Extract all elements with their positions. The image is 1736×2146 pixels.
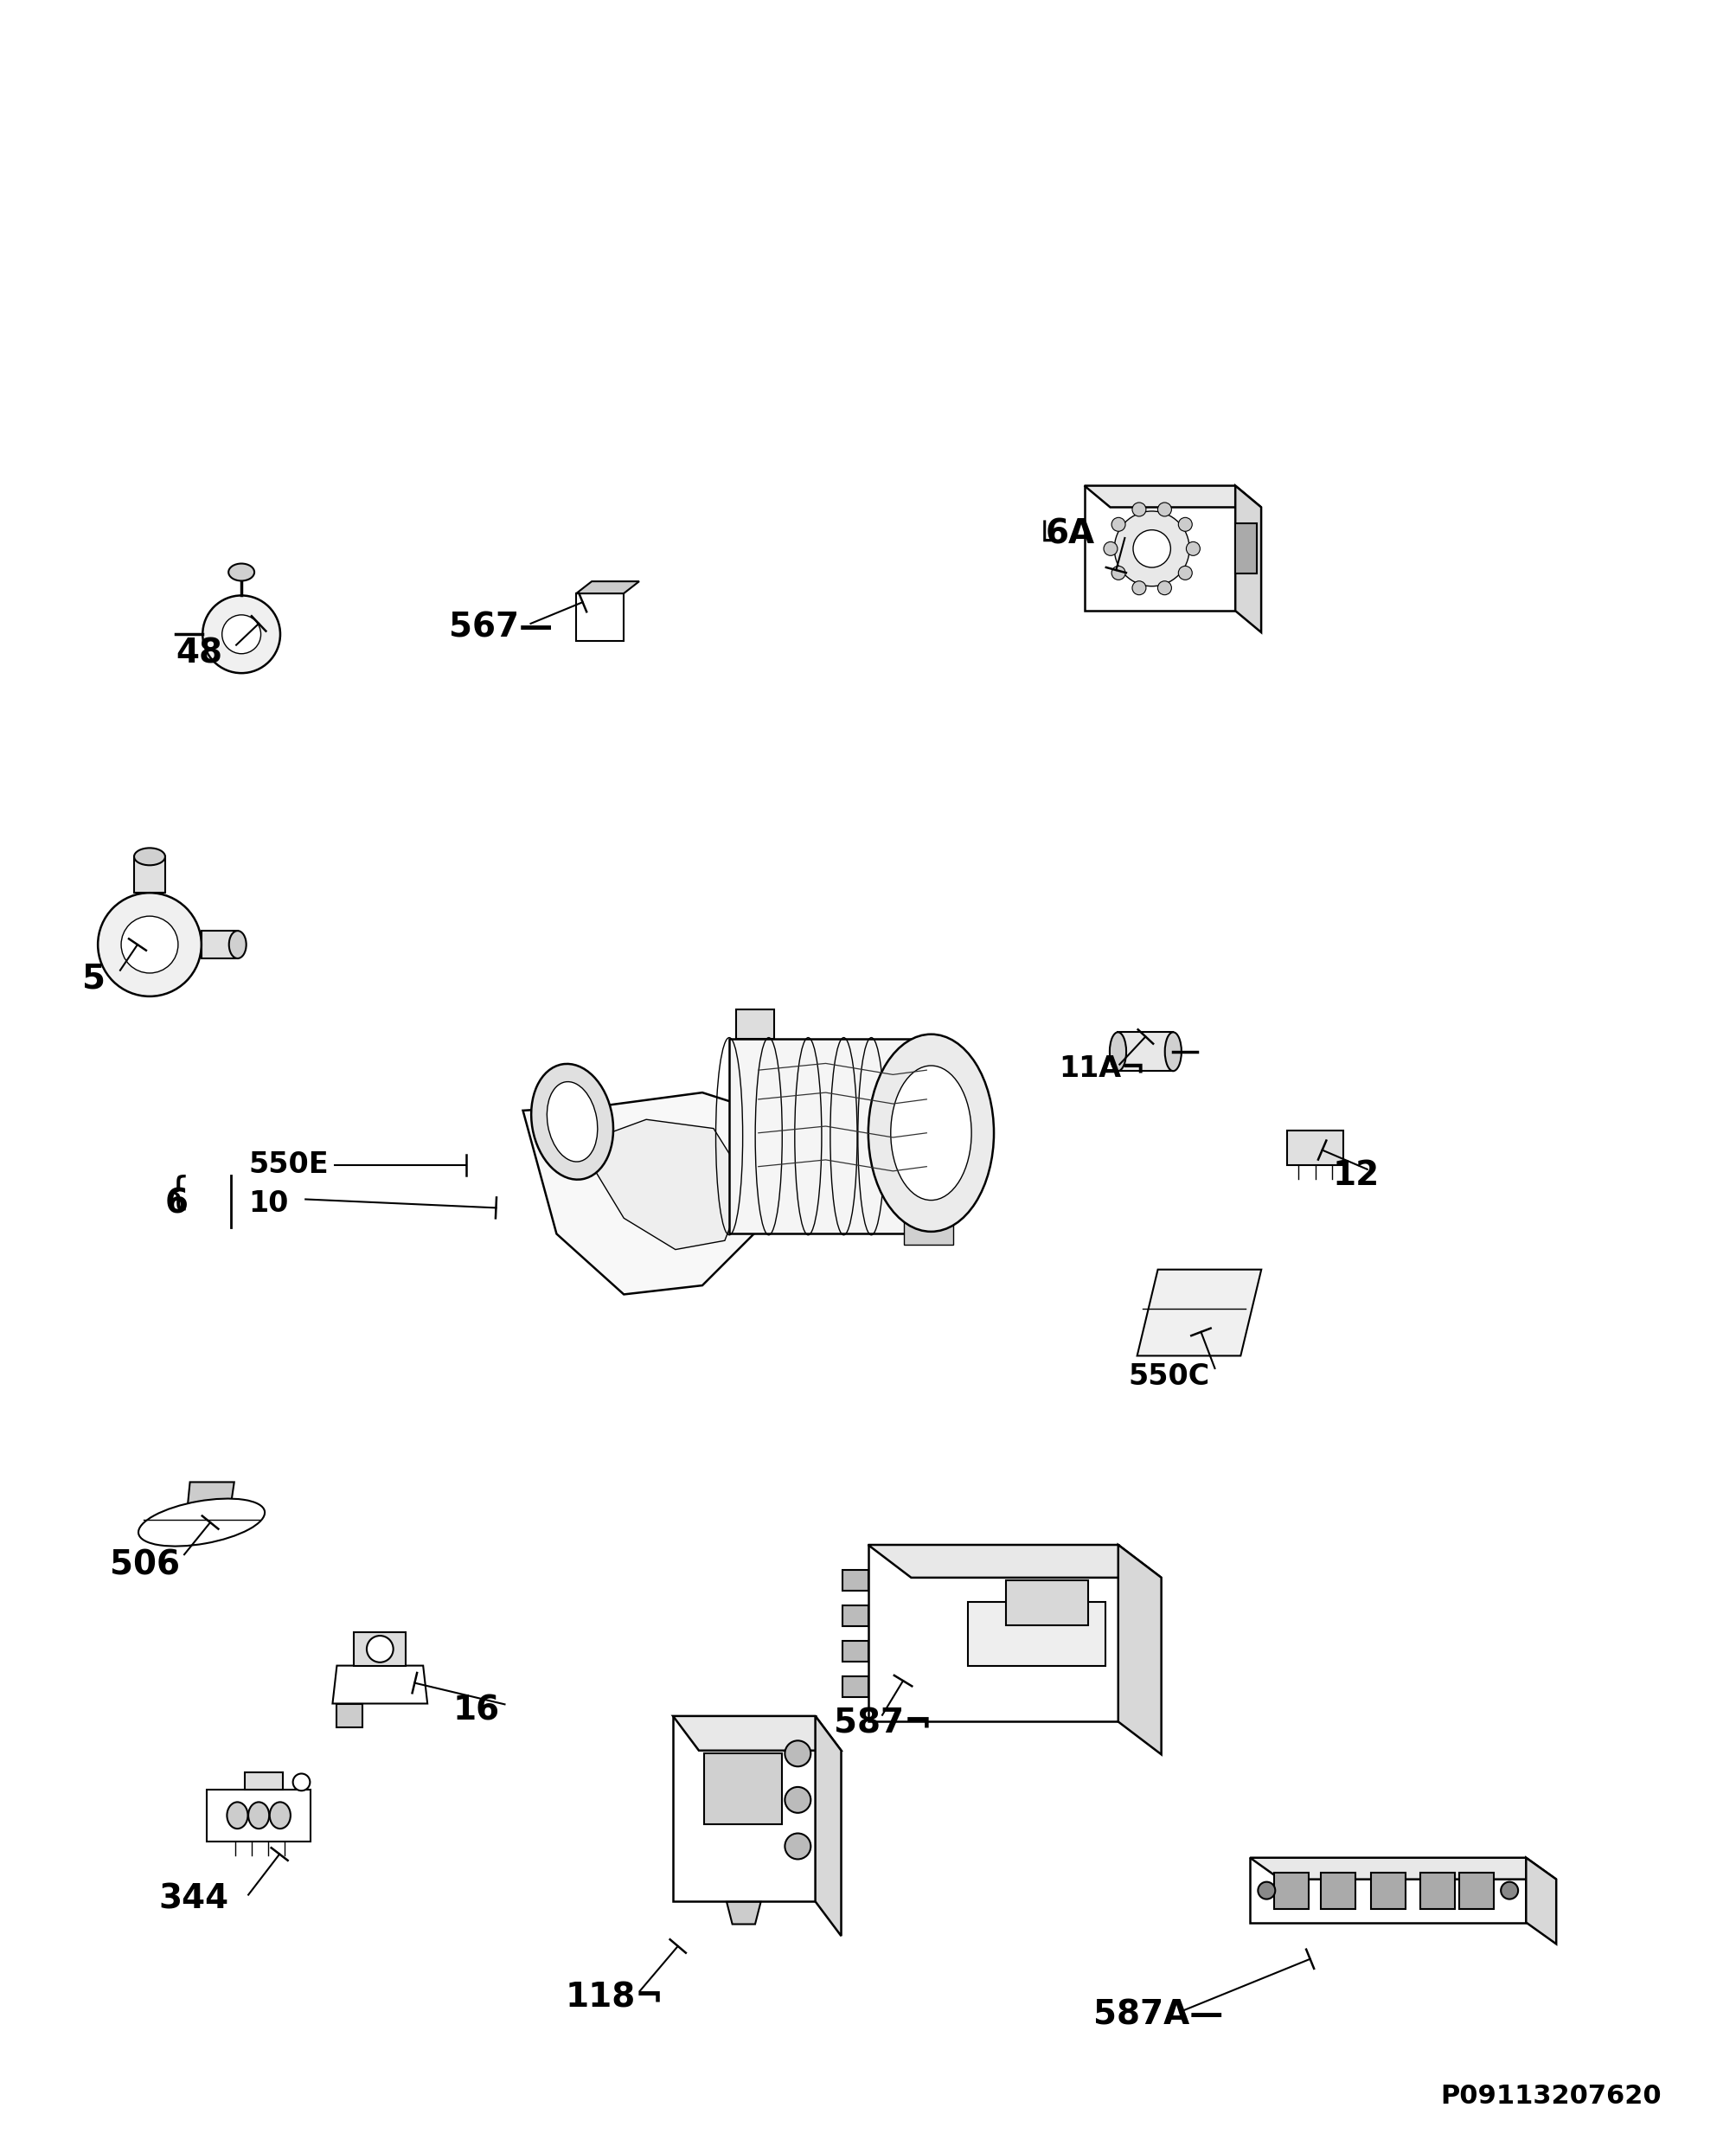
Polygon shape <box>134 856 165 893</box>
Polygon shape <box>1274 1873 1307 1908</box>
Polygon shape <box>904 1219 953 1245</box>
Ellipse shape <box>868 1034 993 1232</box>
Ellipse shape <box>227 1803 248 1828</box>
Polygon shape <box>842 1642 868 1661</box>
Circle shape <box>1132 582 1146 594</box>
Ellipse shape <box>547 1082 597 1161</box>
Polygon shape <box>578 1120 746 1249</box>
Polygon shape <box>1005 1582 1088 1625</box>
Circle shape <box>1115 511 1189 586</box>
Text: 11A¬: 11A¬ <box>1059 1054 1146 1084</box>
Ellipse shape <box>229 564 253 582</box>
Polygon shape <box>729 1039 925 1234</box>
Polygon shape <box>868 1545 1118 1721</box>
Polygon shape <box>201 931 238 959</box>
Polygon shape <box>1234 524 1255 573</box>
Ellipse shape <box>229 931 247 959</box>
Ellipse shape <box>1165 1032 1180 1071</box>
Polygon shape <box>332 1665 427 1704</box>
Polygon shape <box>1118 1545 1161 1755</box>
Circle shape <box>366 1635 392 1663</box>
Circle shape <box>203 594 279 674</box>
Polygon shape <box>207 1790 311 1841</box>
Polygon shape <box>1083 485 1234 612</box>
Text: 12: 12 <box>1332 1159 1378 1193</box>
Polygon shape <box>1526 1858 1555 1944</box>
Polygon shape <box>672 1717 840 1751</box>
Circle shape <box>1132 530 1170 567</box>
Text: 118¬: 118¬ <box>564 1981 663 2013</box>
Polygon shape <box>814 1717 840 1936</box>
Polygon shape <box>736 1009 774 1039</box>
Text: 567—: 567— <box>450 612 552 644</box>
Text: {: { <box>165 1174 189 1212</box>
Circle shape <box>1257 1882 1274 1899</box>
Polygon shape <box>1118 1032 1172 1071</box>
Polygon shape <box>523 1092 769 1294</box>
Polygon shape <box>1137 1270 1260 1356</box>
Text: 5: 5 <box>82 961 106 996</box>
Polygon shape <box>1321 1873 1354 1908</box>
Ellipse shape <box>248 1803 269 1828</box>
Polygon shape <box>337 1704 363 1728</box>
Text: 6A: 6A <box>1045 517 1094 549</box>
Circle shape <box>785 1740 811 1766</box>
Polygon shape <box>672 1717 814 1901</box>
Ellipse shape <box>1109 1032 1125 1071</box>
Polygon shape <box>1234 485 1260 633</box>
Polygon shape <box>842 1571 868 1590</box>
Circle shape <box>222 616 260 655</box>
Circle shape <box>97 893 201 996</box>
Polygon shape <box>868 1545 1161 1577</box>
Text: 10: 10 <box>248 1189 288 1217</box>
Text: 506: 506 <box>109 1549 181 1582</box>
Circle shape <box>293 1773 309 1790</box>
Circle shape <box>1177 567 1191 579</box>
Circle shape <box>122 916 179 972</box>
Polygon shape <box>1250 1858 1555 1880</box>
Circle shape <box>1158 502 1172 517</box>
Polygon shape <box>1370 1873 1404 1908</box>
Text: └: └ <box>1035 526 1054 558</box>
Text: 6: 6 <box>165 1187 189 1219</box>
Polygon shape <box>1458 1873 1493 1908</box>
Polygon shape <box>703 1753 781 1824</box>
Text: 550E: 550E <box>248 1150 328 1180</box>
Text: 344: 344 <box>158 1882 229 1916</box>
Circle shape <box>1132 502 1146 517</box>
Polygon shape <box>576 594 623 642</box>
Circle shape <box>1177 517 1191 532</box>
Circle shape <box>1186 541 1200 556</box>
Polygon shape <box>967 1601 1106 1665</box>
Polygon shape <box>1420 1873 1455 1908</box>
Circle shape <box>785 1833 811 1858</box>
Polygon shape <box>245 1773 283 1790</box>
Text: 48: 48 <box>175 637 222 670</box>
Polygon shape <box>187 1483 234 1506</box>
Circle shape <box>785 1788 811 1813</box>
Ellipse shape <box>891 1067 970 1200</box>
Text: 587¬: 587¬ <box>833 1708 932 1740</box>
Polygon shape <box>354 1633 406 1665</box>
Polygon shape <box>1286 1131 1342 1165</box>
Ellipse shape <box>531 1064 613 1180</box>
Text: 16: 16 <box>453 1695 500 1728</box>
Circle shape <box>1111 567 1125 579</box>
Polygon shape <box>842 1605 868 1627</box>
Circle shape <box>1500 1882 1517 1899</box>
Polygon shape <box>842 1676 868 1697</box>
Polygon shape <box>726 1901 760 1925</box>
Text: 550C: 550C <box>1128 1363 1210 1391</box>
Circle shape <box>1158 582 1172 594</box>
Polygon shape <box>576 582 639 594</box>
Polygon shape <box>1083 485 1260 506</box>
Circle shape <box>1102 541 1116 556</box>
Ellipse shape <box>139 1498 264 1547</box>
Circle shape <box>1111 517 1125 532</box>
Text: P09113207620: P09113207620 <box>1439 2084 1661 2110</box>
Ellipse shape <box>134 848 165 865</box>
Ellipse shape <box>269 1803 290 1828</box>
Text: 587A—: 587A— <box>1094 1998 1222 2030</box>
Polygon shape <box>1250 1858 1526 1923</box>
